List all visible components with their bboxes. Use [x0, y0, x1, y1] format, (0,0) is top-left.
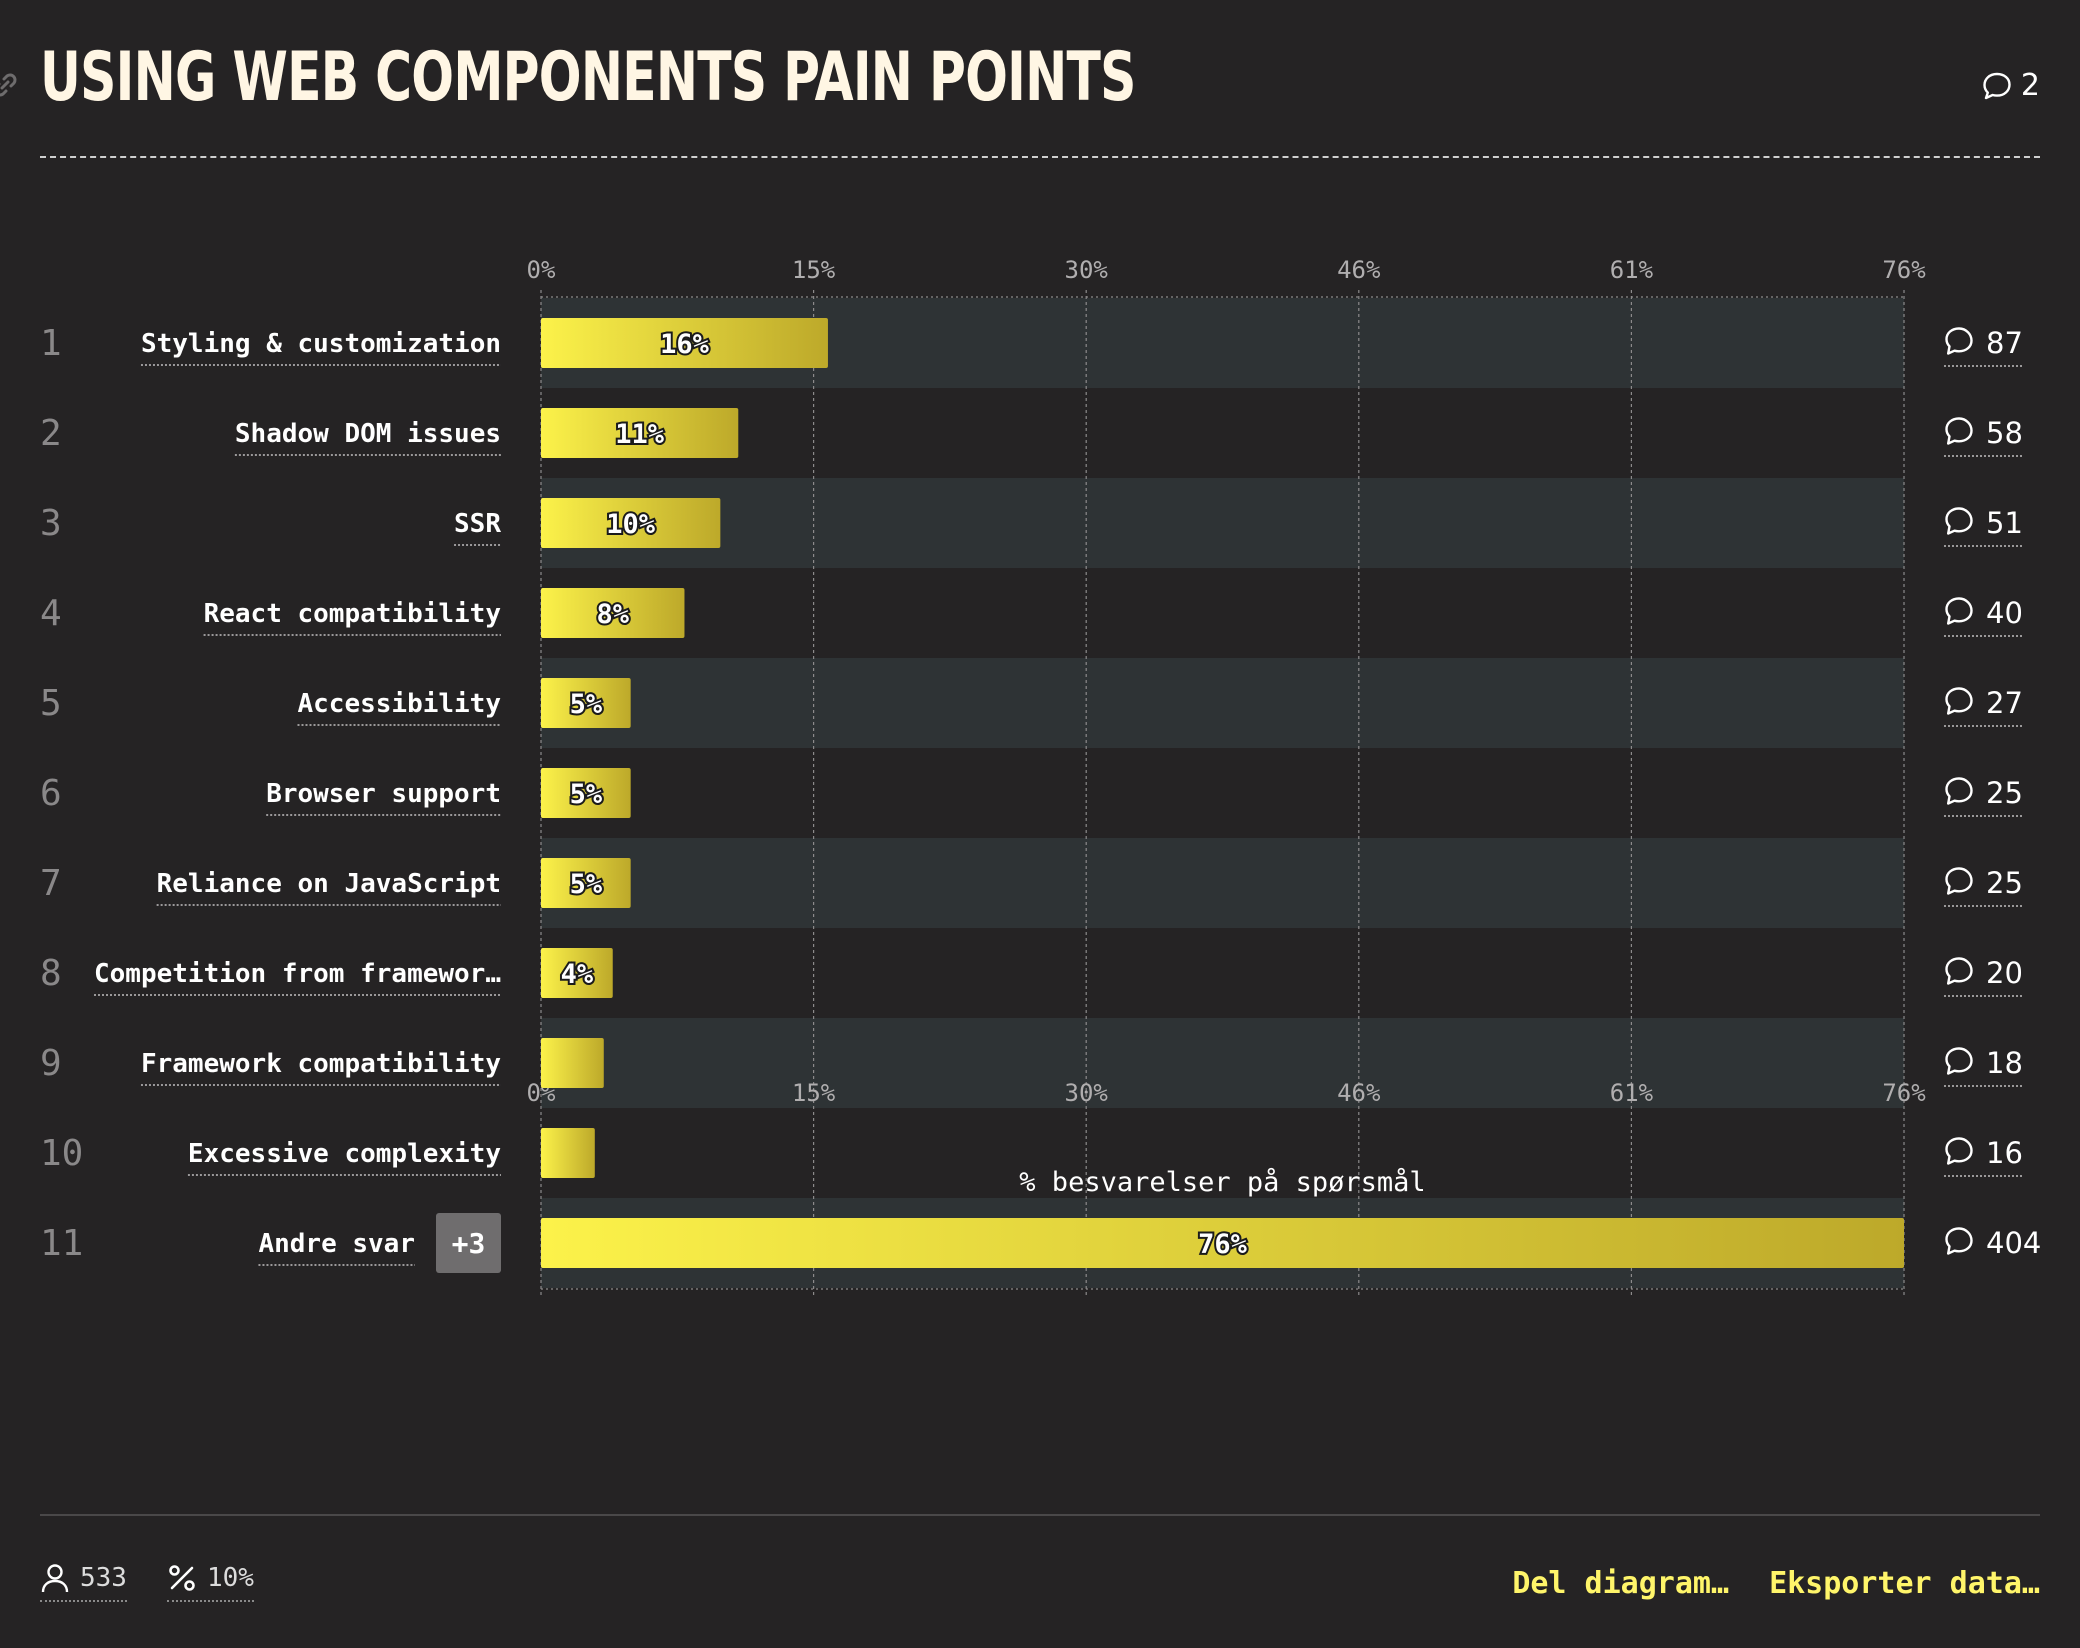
- rank-number: 4: [40, 593, 62, 634]
- comment-icon: [1945, 1047, 1973, 1075]
- rank-number: 8: [40, 953, 62, 994]
- category-label: Browser support: [266, 779, 501, 809]
- category-label: Framework compatibility: [141, 1049, 501, 1079]
- bar: [541, 318, 828, 368]
- x-axis-title: % besvarelser på spørsmål: [1019, 1167, 1425, 1198]
- bar: [541, 858, 631, 908]
- x-tick-label-top: 0%: [527, 256, 556, 284]
- comment-count: 40: [1986, 596, 2023, 630]
- chart-title: USING WEB COMPONENTS PAIN POINTS: [40, 38, 1136, 117]
- category-label: Competition from framewor…: [94, 959, 501, 989]
- category-label: SSR: [454, 509, 501, 539]
- bar: [541, 1128, 595, 1178]
- row-stripe: [541, 1018, 1904, 1108]
- user-icon: [41, 1564, 69, 1593]
- comment-count: 51: [1986, 506, 2023, 540]
- respondents-count: 533: [80, 1563, 127, 1593]
- bar: [541, 498, 721, 548]
- percent-stat[interactable]: 10%: [166, 1562, 254, 1602]
- bar: [541, 948, 613, 998]
- percent-value: 10%: [206, 1563, 254, 1593]
- rank-number: 2: [40, 413, 62, 454]
- footer-divider: [40, 1514, 2040, 1516]
- more-answers-badge-label: +3: [452, 1227, 486, 1260]
- bar-value-label: 4%: [561, 959, 594, 990]
- comment-count: 87: [1986, 326, 2023, 360]
- bar: [541, 408, 739, 458]
- category-label: Andre svar: [258, 1229, 415, 1259]
- comment-count: 25: [1986, 776, 2023, 810]
- bar-value-label: 76%: [1198, 1229, 1248, 1260]
- x-tick-label-bottom: 61%: [1610, 1079, 1654, 1107]
- bar: [541, 678, 631, 728]
- bar: [541, 768, 631, 818]
- comment-icon: [1945, 327, 1973, 355]
- share-chart-button[interactable]: Del diagram…: [1512, 1566, 1730, 1601]
- row-stripe: [541, 838, 1904, 928]
- bar-chart: 0%0%15%15%30%30%46%46%61%61%76%76%% besv…: [40, 256, 2041, 1296]
- comment-count: 18: [1986, 1046, 2023, 1080]
- x-tick-label-bottom: 30%: [1065, 1079, 1109, 1107]
- comment-count: 58: [1986, 416, 2023, 450]
- row-stripe: [541, 658, 1904, 748]
- percent-icon: [169, 1565, 195, 1591]
- x-tick-label-top: 15%: [792, 256, 836, 284]
- bar-value-label: 16%: [660, 329, 710, 360]
- bar-value-label: 11%: [615, 419, 665, 450]
- rank-number: 7: [40, 863, 62, 904]
- comment-icon: [1945, 1137, 1973, 1165]
- rank-number: 3: [40, 503, 62, 544]
- comment-icon: [1945, 687, 1973, 715]
- bar: [541, 588, 685, 638]
- link-icon[interactable]: [0, 70, 20, 100]
- comment-icon: [1945, 417, 1973, 445]
- x-tick-label-top: 46%: [1337, 256, 1381, 284]
- category-label: Excessive complexity: [188, 1139, 501, 1169]
- rank-number: 10: [40, 1133, 83, 1174]
- rank-number: 11: [40, 1223, 83, 1264]
- bar-value-label: 5%: [570, 869, 603, 900]
- bar-value-label: 5%: [570, 689, 603, 720]
- rank-number: 9: [40, 1043, 62, 1084]
- x-tick-label-top: 30%: [1065, 256, 1109, 284]
- category-label: React compatibility: [204, 599, 501, 629]
- title-divider: [40, 156, 2040, 158]
- category-label: Shadow DOM issues: [235, 419, 501, 449]
- header-comment-count: 2: [2020, 68, 2040, 103]
- bar-value-label: 10%: [606, 509, 656, 540]
- comment-icon: [1945, 597, 1973, 625]
- comment-icon: [1945, 507, 1973, 535]
- rank-number: 6: [40, 773, 62, 814]
- category-label: Accessibility: [298, 689, 502, 719]
- category-label: Reliance on JavaScript: [157, 869, 501, 899]
- respondents-stat[interactable]: 533: [40, 1562, 127, 1602]
- x-tick-label-top: 61%: [1610, 256, 1654, 284]
- more-answers-badge: [436, 1213, 501, 1273]
- bar-value-label: 5%: [570, 779, 603, 810]
- export-data-button[interactable]: Eksporter data…: [1769, 1566, 2040, 1601]
- comment-icon: [1945, 777, 1973, 805]
- comment-icon: [1945, 957, 1973, 985]
- bar: [541, 1038, 604, 1088]
- comment-count: 404: [1986, 1226, 2041, 1260]
- x-tick-label-bottom: 15%: [792, 1079, 836, 1107]
- category-label: Styling & customization: [141, 329, 501, 359]
- x-tick-label-top: 76%: [1882, 256, 1926, 284]
- comment-count: 25: [1986, 866, 2023, 900]
- header-comments-button[interactable]: 2: [1981, 68, 2040, 103]
- comment-count: 16: [1986, 1136, 2023, 1170]
- comment-count: 20: [1986, 956, 2023, 990]
- x-tick-label-bottom: 76%: [1882, 1079, 1926, 1107]
- row-stripe: [541, 478, 1904, 568]
- comment-icon: [1983, 72, 2011, 99]
- bar-value-label: 8%: [596, 599, 629, 630]
- x-tick-label-bottom: 46%: [1337, 1079, 1381, 1107]
- rank-number: 1: [40, 323, 62, 364]
- comment-icon: [1945, 867, 1973, 895]
- rank-number: 5: [40, 683, 62, 724]
- bar: [541, 1218, 1904, 1268]
- comment-icon: [1945, 1227, 1973, 1255]
- comment-count: 27: [1986, 686, 2023, 720]
